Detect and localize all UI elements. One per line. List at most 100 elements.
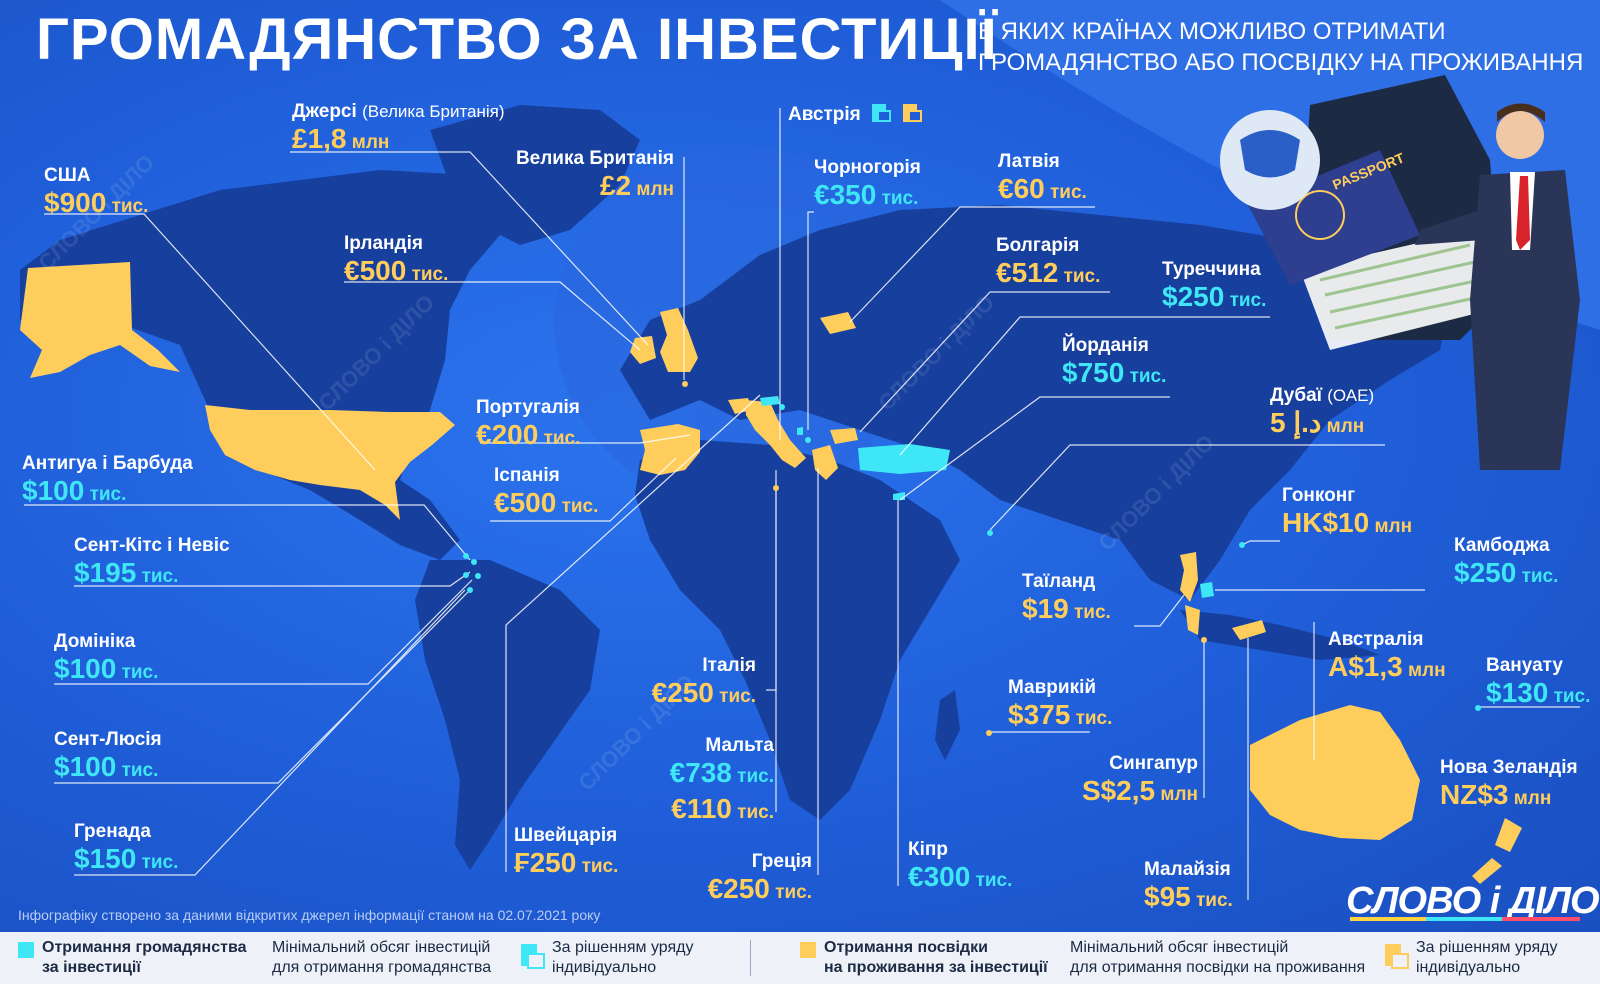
country-amount: $150 тис. xyxy=(74,843,179,874)
country-name: Велика Британія xyxy=(515,148,674,169)
label-grenada: Гренада $150 тис. xyxy=(74,820,178,879)
passport xyxy=(1248,150,1420,285)
country-amount: €300 тис. xyxy=(908,861,1013,892)
country-name: Маврикій xyxy=(1008,677,1097,698)
country-name: Гонконг xyxy=(1282,485,1356,506)
legend-min-citizenship: Мінімальний обсяг інвестицій для отриманн… xyxy=(272,939,492,976)
label-dubai: Дубаї (ОАЕ) د.إ 5 млн xyxy=(1270,384,1374,443)
country-name: Нова Зеландія xyxy=(1440,757,1578,778)
greenland xyxy=(430,105,640,245)
country-name: Вануату xyxy=(1486,655,1563,676)
label-malaysia: Малайзія $95 тис. xyxy=(1144,858,1233,917)
label-austria: Австрія xyxy=(788,102,923,126)
country-name: Йорданія xyxy=(1062,335,1149,356)
country-amount: $375 тис. xyxy=(1008,699,1113,730)
country-amount: د.إ 5 млн xyxy=(1270,407,1365,438)
country-name: Чорногорія xyxy=(814,157,921,178)
country-name: Сент-Кітс і Невіс xyxy=(74,535,230,556)
map-ireland xyxy=(630,336,656,364)
country-name: Кіпр xyxy=(908,839,948,860)
illustration: PASSPORT xyxy=(1220,75,1580,470)
map-italy xyxy=(745,400,806,468)
country-name: Мальта xyxy=(705,735,774,756)
country-name: Малайзія xyxy=(1144,859,1231,880)
country-amount: $100 тис. xyxy=(54,653,159,684)
label-spain: Іспанія €500 тис. xyxy=(494,464,598,523)
man-arm xyxy=(1415,210,1482,245)
label-mauritius: Маврикій $375 тис. xyxy=(1008,676,1112,735)
country-name: Австралія xyxy=(1328,629,1424,650)
country-amount: £1,8 млн xyxy=(292,123,390,154)
label-turkey: Туреччина $250 тис. xyxy=(1162,258,1266,317)
label-jordan: Йорданія $750 тис. xyxy=(1062,334,1166,393)
legend-min-residence: Мінімальний обсяг інвестицій для отриманн… xyxy=(1070,939,1366,976)
country-name: Латвія xyxy=(998,151,1060,172)
brand-logo-bar xyxy=(1350,917,1580,921)
country-amount: €500 тис. xyxy=(344,255,449,286)
map-bulgaria xyxy=(830,428,858,444)
country-amount: $195 тис. xyxy=(74,557,179,588)
country-amount: €60 тис. xyxy=(998,173,1087,204)
legend-residence: Отримання посвідки на проживання за інвес… xyxy=(824,939,1048,976)
map-newzealand xyxy=(1472,818,1522,884)
country-name: Сент-Люсія xyxy=(54,729,162,750)
legend-divider xyxy=(750,940,751,976)
country-name: Камбоджа xyxy=(1454,535,1550,556)
country-name: Таїланд xyxy=(1022,571,1096,592)
country-name: Іспанія xyxy=(494,465,560,486)
country-amount: $19 тис. xyxy=(1022,593,1111,624)
map-malaysia xyxy=(1185,605,1266,640)
map-switzerland xyxy=(728,398,752,414)
country-name: Домініка xyxy=(54,631,136,652)
country-amount: $130 тис. xyxy=(1486,677,1591,708)
country-amount: $100 тис. xyxy=(22,475,127,506)
country-amount: HK$10 млн xyxy=(1282,507,1413,538)
map-turkey xyxy=(858,444,950,474)
country-amount: €350 тис. xyxy=(814,179,919,210)
label-latvia: Латвія €60 тис. xyxy=(998,150,1087,209)
legend-citizenship-swatch xyxy=(18,942,34,958)
country-amount: £2 млн xyxy=(599,170,674,201)
legend-gov-decision: За рішенням уряду індивідуально xyxy=(552,939,694,976)
country-name: Сингапур xyxy=(1109,753,1198,774)
legend-gov-decision-2: За рішенням уряду індивідуально xyxy=(1416,939,1558,976)
country-amount: $900 тис. xyxy=(44,187,149,218)
map-australia xyxy=(1250,705,1420,840)
country-amount: €512 тис. xyxy=(996,257,1101,288)
country-amount: A$1,3 млн xyxy=(1328,651,1446,682)
location-dots xyxy=(463,404,1481,711)
map-montenegro xyxy=(797,427,803,435)
country-name: Португалія xyxy=(476,397,580,418)
map-alaska xyxy=(20,262,180,378)
label-bulgaria: Болгарія €512 тис. xyxy=(996,234,1100,293)
africa xyxy=(635,440,960,820)
country-name: Туреччина xyxy=(1162,259,1261,280)
country-name: Ірландія xyxy=(344,233,423,254)
citizenship-countries xyxy=(760,396,1214,598)
label-ireland: Ірландія €500 тис. xyxy=(344,232,448,291)
gov-decision-cyan-icon xyxy=(521,944,545,969)
source-note: Інфографіку створено за даними відкритих… xyxy=(18,907,601,923)
map-cambodia xyxy=(1200,582,1214,598)
residence-countries xyxy=(20,262,1522,884)
man-head xyxy=(1496,111,1544,159)
label-dominica: Домініка $100 тис. xyxy=(54,630,158,689)
country-amount: $250 тис. xyxy=(1454,557,1559,588)
label-cambodia: Камбоджа $250 тис. xyxy=(1454,534,1558,593)
label-newzealand: Нова Зеландія NZ$3 млн xyxy=(1440,756,1578,815)
man-hair xyxy=(1497,103,1545,122)
legend-citizenship: Отримання громадянства за інвестиції xyxy=(42,939,247,976)
label-greece: Греція €250 тис. xyxy=(700,850,812,909)
label-italy: Італія €250 тис. xyxy=(644,654,756,713)
country-name: Греція xyxy=(751,851,812,872)
page-subtitle: В ЯКИХ КРАЇНАХ МОЖЛИВО ОТРИМАТИ ГРОМАДЯН… xyxy=(978,16,1583,78)
country-amount: €738 тис. xyxy=(669,757,774,788)
location-dots-gold xyxy=(682,381,1207,736)
country-amount: €250 тис. xyxy=(651,677,756,708)
man-tie xyxy=(1516,176,1530,250)
label-singapore: Сингапур S$2,5 млн xyxy=(1070,752,1198,811)
country-amount: $100 тис. xyxy=(54,751,159,782)
legend-residence-swatch xyxy=(800,942,816,958)
map-usa xyxy=(205,405,455,520)
leader-lines xyxy=(24,108,1580,900)
